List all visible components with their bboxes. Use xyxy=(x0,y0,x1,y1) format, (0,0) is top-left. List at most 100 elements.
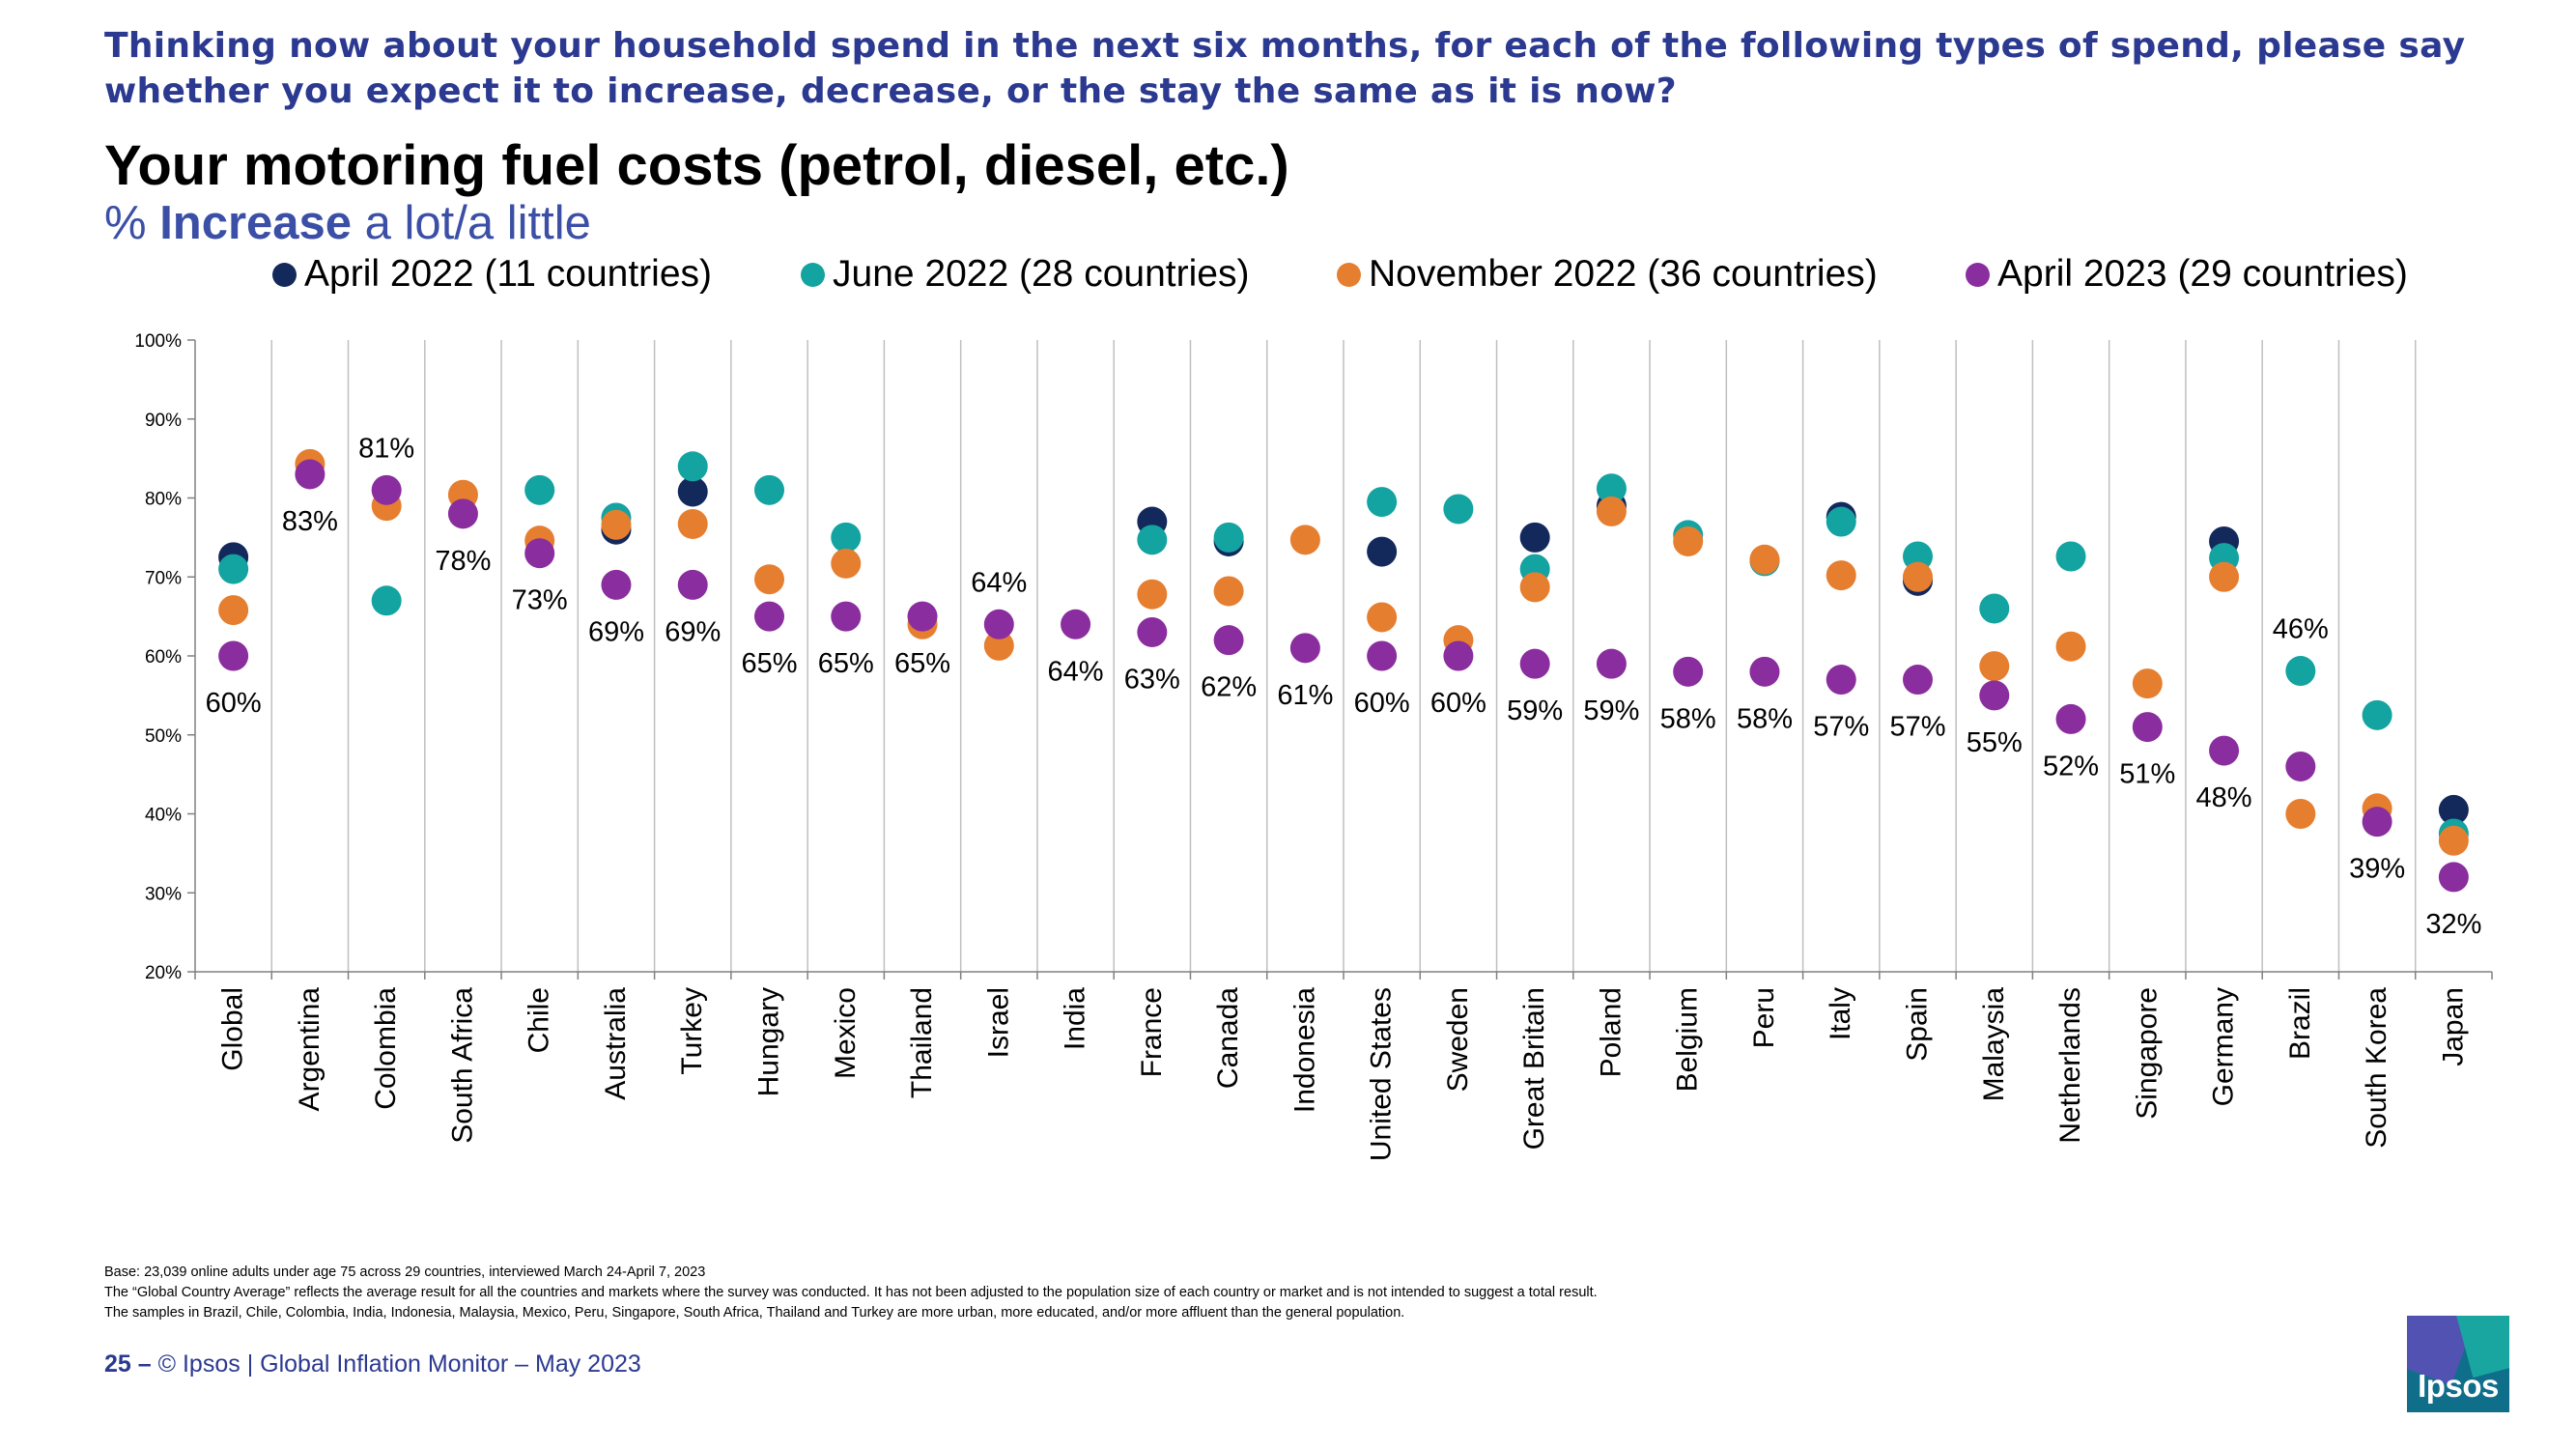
data-label: 59% xyxy=(1507,696,1563,726)
data-label: 69% xyxy=(588,616,644,647)
y-tick-label: 50% xyxy=(145,726,182,747)
category-label: South Africa xyxy=(446,987,478,1144)
data-label: 62% xyxy=(1201,672,1257,703)
legend-item-november-2022: November 2022 (36 countries) xyxy=(1337,253,1878,296)
data-label: 69% xyxy=(665,616,721,647)
data-point xyxy=(2438,825,2469,856)
data-point xyxy=(371,474,402,505)
category-label: Canada xyxy=(1212,987,1244,1089)
data-point xyxy=(983,609,1014,639)
data-point xyxy=(983,630,1014,661)
data-point xyxy=(1673,526,1704,556)
data-label: 32% xyxy=(2425,909,2481,940)
data-point xyxy=(1979,680,2010,711)
category-label: Netherlands xyxy=(2054,987,2086,1144)
data-point xyxy=(1979,593,2010,624)
data-label: 60% xyxy=(1354,688,1410,719)
category-label: Turkey xyxy=(676,987,708,1075)
data-point xyxy=(2362,699,2392,730)
data-label: 52% xyxy=(2043,751,2099,781)
data-point xyxy=(1137,579,1168,610)
data-point xyxy=(677,569,708,600)
y-tick-label: 20% xyxy=(145,963,182,983)
legend-item-april-2023: April 2023 (29 countries) xyxy=(1966,253,2408,296)
data-point xyxy=(1596,496,1627,526)
data-point xyxy=(1137,525,1168,555)
data-point xyxy=(1443,640,1474,671)
category-label: Poland xyxy=(1595,987,1627,1077)
category-label: Germany xyxy=(2208,987,2240,1106)
page-number: 25 – xyxy=(104,1350,152,1378)
chart-subtitle: % Increase a lot/a little xyxy=(104,196,591,250)
category-label: Japan xyxy=(2437,987,2469,1066)
category-label: Argentina xyxy=(294,987,326,1112)
legend-label: June 2022 (28 countries) xyxy=(833,253,1250,295)
data-point xyxy=(1749,656,1780,687)
data-point xyxy=(2055,631,2086,662)
category-label: Spain xyxy=(1902,987,1934,1062)
category-label: Italy xyxy=(1825,987,1856,1040)
data-point xyxy=(601,569,632,600)
data-label: 58% xyxy=(1737,703,1793,734)
logo-text: Ipsos xyxy=(2418,1368,2499,1404)
data-label: 39% xyxy=(2349,854,2405,885)
data-point xyxy=(2055,541,2086,572)
data-label: 65% xyxy=(818,648,874,679)
data-point xyxy=(218,640,249,671)
data-point xyxy=(1367,536,1398,567)
footnote-average: The “Global Country Average” reflects th… xyxy=(104,1285,1598,1300)
data-point xyxy=(2438,794,2469,825)
category-label: United States xyxy=(1366,987,1398,1161)
data-point xyxy=(1213,522,1244,553)
data-point xyxy=(677,508,708,539)
data-label: 60% xyxy=(1430,688,1486,719)
data-point xyxy=(1979,651,2010,682)
data-point xyxy=(677,476,708,507)
data-label: 59% xyxy=(1583,696,1639,726)
category-label: Belgium xyxy=(1672,987,1704,1092)
data-label: 63% xyxy=(1124,664,1180,695)
data-point xyxy=(831,601,862,632)
y-tick-label: 40% xyxy=(145,806,182,826)
data-point xyxy=(1289,525,1320,555)
footer-text: © Ipsos | Global Inflation Monitor – May… xyxy=(157,1350,641,1378)
data-point xyxy=(447,498,478,529)
category-label: Global xyxy=(217,987,249,1071)
category-label: Thailand xyxy=(906,987,938,1098)
data-label: 57% xyxy=(1813,712,1869,743)
data-label: 48% xyxy=(2196,782,2252,813)
data-point xyxy=(1596,648,1627,679)
ipsos-logo: Ipsos xyxy=(2407,1316,2509,1412)
data-point xyxy=(218,595,249,626)
data-point xyxy=(831,522,862,553)
data-point xyxy=(2055,703,2086,734)
y-tick-label: 70% xyxy=(145,568,182,588)
data-label: 46% xyxy=(2273,614,2329,645)
chart-title: Your motoring fuel costs (petrol, diesel… xyxy=(104,134,1289,197)
data-point xyxy=(754,474,784,505)
category-label: Australia xyxy=(600,987,632,1100)
category-label: South Korea xyxy=(2361,987,2392,1149)
data-point xyxy=(1903,561,1933,592)
category-label: Peru xyxy=(1748,987,1780,1048)
chart-legend: April 2022 (11 countries) June 2022 (28 … xyxy=(0,253,2576,307)
data-point xyxy=(601,509,632,540)
data-label: 61% xyxy=(1277,680,1333,711)
footnote-samples: The samples in Brazil, Chile, Colombia, … xyxy=(104,1305,1405,1321)
data-point xyxy=(1367,640,1398,671)
data-label: 78% xyxy=(435,546,491,577)
data-point xyxy=(218,554,249,584)
data-point xyxy=(2285,751,2316,781)
dot-plot-chart: 20% 30% 40% 50% 60% 70% 80% 90% 100% Global Argent… xyxy=(134,331,2493,1161)
data-point xyxy=(2438,862,2469,893)
category-label: Chile xyxy=(524,987,555,1053)
subtitle-suffix: a lot/a little xyxy=(352,197,591,249)
data-label: 64% xyxy=(971,567,1027,598)
category-label: Malaysia xyxy=(1978,987,2010,1102)
data-point xyxy=(1367,602,1398,633)
data-point xyxy=(1596,473,1627,504)
data-point xyxy=(1519,648,1550,679)
data-point xyxy=(1826,665,1856,696)
data-label: 60% xyxy=(206,688,262,719)
category-label: Mexico xyxy=(830,987,862,1079)
